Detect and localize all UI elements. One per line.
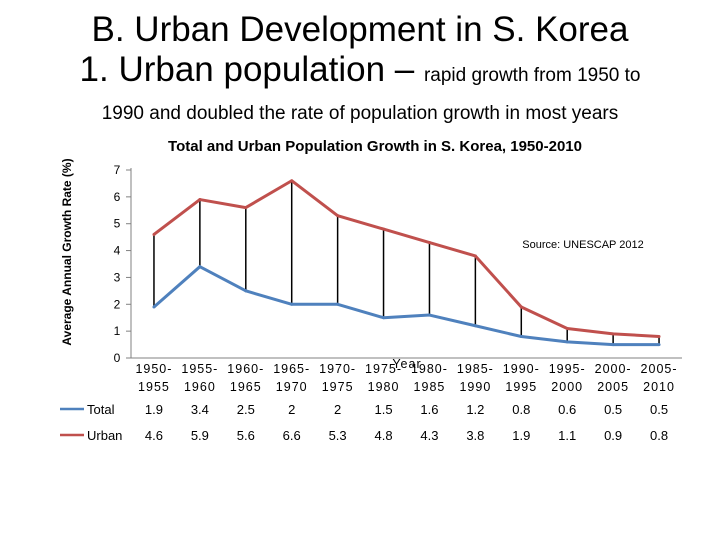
data-point-total <box>244 289 248 293</box>
data-point-total <box>565 340 569 344</box>
x-tick-label-top: 2005- <box>641 362 678 376</box>
x-tick-label-bottom: 2010 <box>643 380 675 394</box>
data-point-total <box>336 302 340 306</box>
x-tick-label-top: 1970- <box>319 362 356 376</box>
table-cell-total: 1.6 <box>420 402 438 417</box>
data-point-total <box>657 343 661 347</box>
y-tick-label: 1 <box>114 324 121 338</box>
y-tick-label: 2 <box>114 297 121 311</box>
data-point-urban <box>565 326 569 330</box>
table-cell-urban: 4.6 <box>145 428 163 443</box>
x-tick-label-top: 1985- <box>457 362 494 376</box>
x-tick-label-top: 1975- <box>365 362 402 376</box>
source-note: Source: UNESCAP 2012 <box>522 239 643 251</box>
x-tick-label-top: 1950- <box>135 362 172 376</box>
x-tick-label-bottom: 1995 <box>505 380 537 394</box>
x-tick-label-bottom: 1975 <box>322 380 354 394</box>
table-cell-total: 0.5 <box>604 402 622 417</box>
x-tick-label-top: 1965- <box>273 362 310 376</box>
x-tick-label-bottom: 2000 <box>551 380 583 394</box>
table-row-label-total: Total <box>87 402 115 417</box>
table-cell-urban: 3.8 <box>466 428 484 443</box>
table-cell-total: 2 <box>334 402 341 417</box>
slide-title-line3: 1990 and doubled the rate of population … <box>101 103 619 124</box>
data-point-total <box>427 313 431 317</box>
series-line-urban <box>153 179 660 339</box>
table-cell-urban: 1.1 <box>558 428 576 443</box>
data-point-urban <box>427 241 431 245</box>
data-point-urban <box>336 214 340 218</box>
chart-title: Total and Urban Population Growth in S. … <box>168 138 582 155</box>
table-row-label-urban: Urban <box>87 428 122 443</box>
x-tick-label-bottom: 1955 <box>138 380 170 394</box>
x-axis-title: Year <box>392 357 421 371</box>
data-point-total <box>611 343 615 347</box>
data-point-total <box>290 302 294 306</box>
data-point-total <box>519 335 523 339</box>
x-tick-label-top: 1980- <box>411 362 448 376</box>
table-cell-urban: 0.8 <box>650 428 668 443</box>
x-tick-label-bottom: 2005 <box>597 380 629 394</box>
data-point-total <box>198 265 202 269</box>
data-point-urban <box>198 198 202 202</box>
y-tick-label: 0 <box>114 351 121 365</box>
data-point-total <box>382 316 386 320</box>
table-cell-urban: 5.3 <box>329 428 347 443</box>
table-cell-urban: 4.3 <box>420 428 438 443</box>
y-tick-label: 7 <box>114 163 121 177</box>
y-tick-label: 6 <box>114 190 121 204</box>
y-axis-label: Average Annual Growth Rate (%) <box>60 158 74 345</box>
x-tick-label-bottom: 1960 <box>184 380 216 394</box>
slide-title-line2-small: rapid growth from 1950 to <box>423 65 641 86</box>
table-cell-total: 2 <box>288 402 295 417</box>
data-point-urban <box>611 332 615 336</box>
data-point-urban <box>519 305 523 309</box>
table-cell-total: 1.5 <box>375 402 393 417</box>
y-tick-label: 4 <box>114 244 121 258</box>
data-point-total <box>473 324 477 328</box>
x-tick-label-top: 2000- <box>595 362 632 376</box>
x-tick-label-bottom: 1965 <box>230 380 262 394</box>
slide-title-line2-main: 1. Urban population – <box>79 50 424 89</box>
table-cell-urban: 5.9 <box>191 428 209 443</box>
data-point-urban <box>657 335 661 339</box>
x-tick-label-bottom: 1990 <box>459 380 491 394</box>
table-cell-urban: 0.9 <box>604 428 622 443</box>
table-cell-total: 3.4 <box>191 402 209 417</box>
y-tick-label: 5 <box>114 217 121 231</box>
x-tick-label-bottom: 1980 <box>368 380 400 394</box>
series-line-total <box>152 265 660 347</box>
data-point-total <box>152 305 156 309</box>
x-tick-label-top: 1990- <box>503 362 540 376</box>
x-tick-label-bottom: 1970 <box>276 380 308 394</box>
data-point-urban <box>152 232 156 236</box>
slide-title-line2: 1. Urban population – rapid growth from … <box>0 50 720 96</box>
x-tick-label-bottom: 1985 <box>414 380 446 394</box>
data-point-urban <box>244 206 248 210</box>
table-cell-total: 1.2 <box>466 402 484 417</box>
table-cell-total: 2.5 <box>237 402 255 417</box>
x-tick-label-top: 1995- <box>549 362 586 376</box>
data-point-urban <box>473 254 477 258</box>
table-cell-total: 0.8 <box>512 402 530 417</box>
table-cell-urban: 1.9 <box>512 428 530 443</box>
y-tick-label: 3 <box>114 270 121 284</box>
x-tick-label-top: 1960- <box>227 362 264 376</box>
table-cell-total: 0.6 <box>558 402 576 417</box>
table-cell-total: 0.5 <box>650 402 668 417</box>
table-cell-urban: 4.8 <box>375 428 393 443</box>
data-point-urban <box>382 227 386 231</box>
table-cell-urban: 5.6 <box>237 428 255 443</box>
x-tick-label-top: 1955- <box>181 362 218 376</box>
data-point-urban <box>290 179 294 183</box>
table-cell-total: 1.9 <box>145 402 163 417</box>
table-cell-urban: 6.6 <box>283 428 301 443</box>
slide-title-line1: B. Urban Development in S. Korea <box>91 10 629 49</box>
